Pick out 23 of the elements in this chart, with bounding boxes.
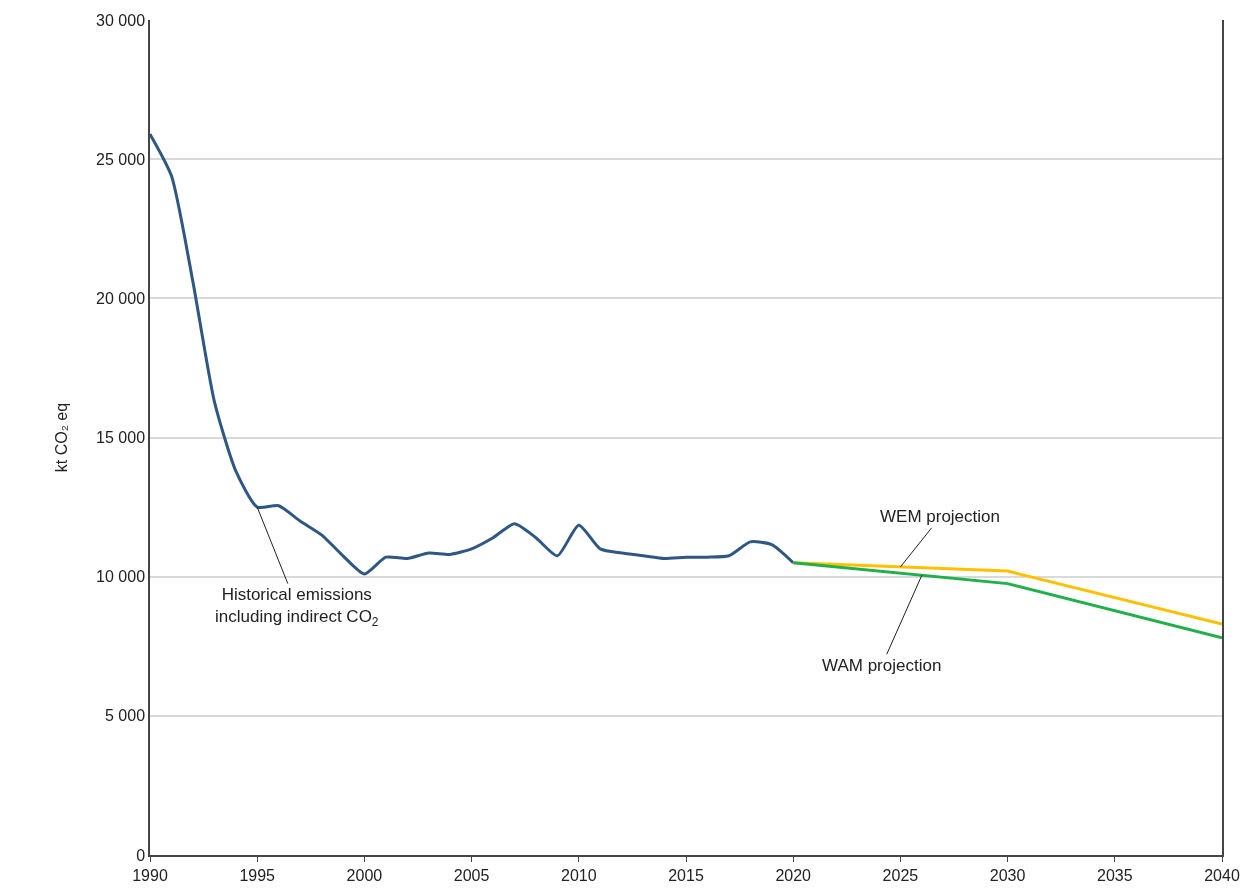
x-tick-label: 1990 (132, 866, 168, 884)
y-tick-label: 25 000 (96, 150, 146, 168)
x-tick-label: 2035 (1097, 866, 1133, 884)
x-tick-label: 2020 (775, 866, 812, 884)
y-axis-title: kt CO₂ eq (52, 402, 70, 473)
x-tick-label: 2010 (561, 866, 597, 884)
annotation: Historical emissions including indirect CO$_{2}$ (215, 585, 379, 629)
x-tick-label: 2000 (346, 866, 383, 884)
x-tick-label: 2015 (668, 866, 704, 884)
annotation: WEM projection (880, 507, 1000, 526)
y-tick-label: 0 (136, 846, 146, 864)
y-tick-label: 5 000 (105, 707, 146, 725)
y-tick-label: 20 000 (96, 289, 146, 307)
x-tick-label: 1995 (239, 866, 276, 884)
x-tick-label: 2030 (989, 866, 1026, 884)
x-tick-label: 2025 (882, 866, 919, 884)
annotation: WAM projection (822, 656, 942, 675)
x-tick-label: 2005 (453, 866, 490, 884)
line-series (150, 132, 795, 576)
y-tick-label: 15 000 (96, 429, 146, 447)
y-tick-label: 10 000 (96, 568, 146, 586)
y-tick-label: 30 000 (96, 11, 146, 29)
x-tick-label: 2040 (1204, 866, 1240, 884)
